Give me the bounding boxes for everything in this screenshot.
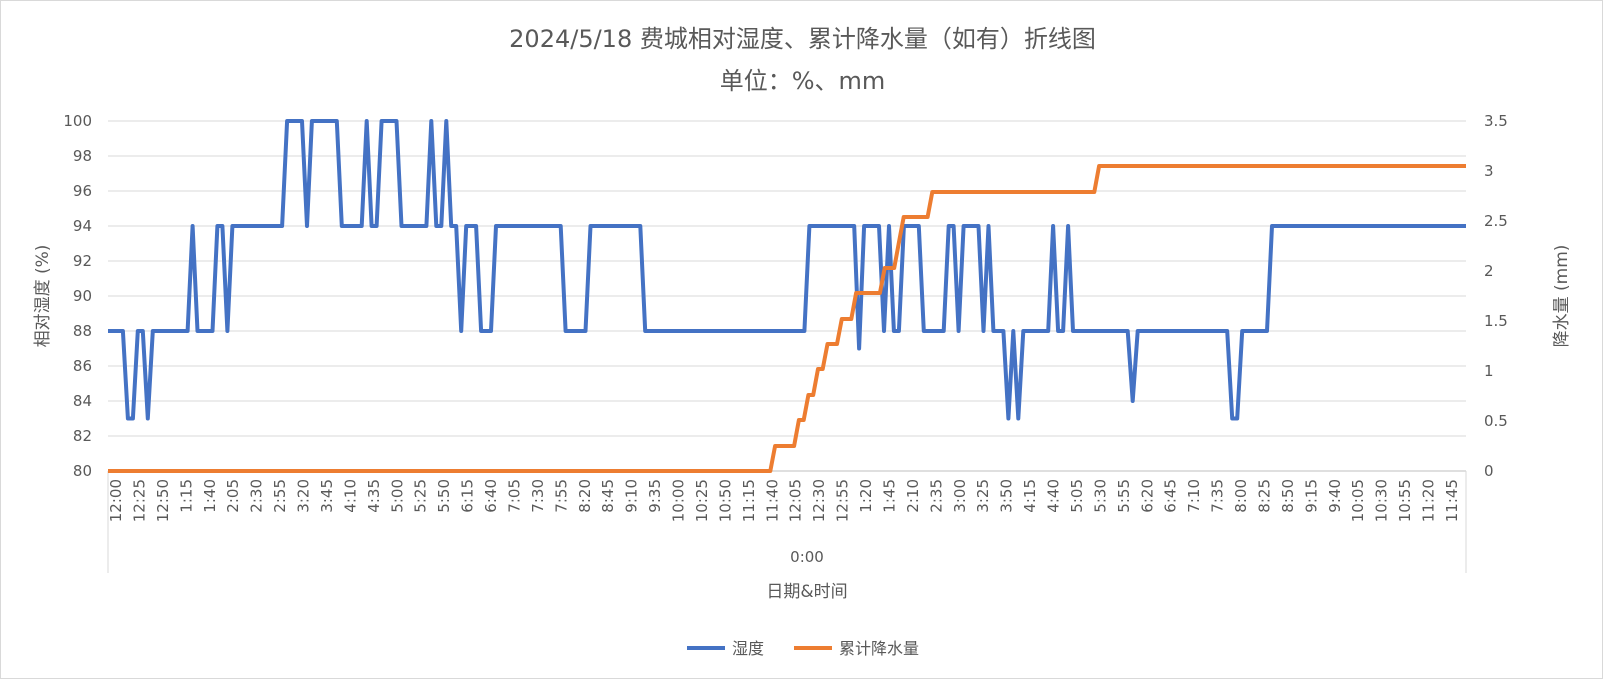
x-tick-label: 2:35 — [927, 479, 945, 513]
x-tick-label: 5:50 — [435, 479, 453, 513]
x-tick-label: 4:15 — [1021, 479, 1039, 513]
x-tick-label: 5:30 — [1091, 479, 1109, 513]
y-tick-label-left: 82 — [73, 427, 92, 445]
y-tick-label-left: 86 — [73, 357, 92, 375]
x-tick-label: 12:55 — [834, 479, 852, 522]
y-tick-label-right: 1 — [1484, 362, 1494, 380]
x-axis-title: 日期&时间 — [766, 582, 847, 602]
x-tick-label: 12:50 — [154, 479, 172, 522]
y-tick-label-right: 2.5 — [1484, 212, 1508, 230]
y-tick-label-right: 2 — [1484, 262, 1494, 280]
x-tick-label: 11:20 — [1420, 479, 1438, 522]
y-tick-label-right: 0 — [1484, 462, 1494, 480]
x-tick-label: 10:25 — [693, 479, 711, 522]
x-tick-label: 1:20 — [857, 479, 875, 513]
x-tick-label: 2:55 — [271, 479, 289, 513]
y-tick-label-left: 92 — [73, 252, 92, 270]
x-tick-label: 9:15 — [1302, 479, 1320, 513]
legend-label: 湿度 — [732, 639, 764, 658]
x-tick-label: 3:50 — [998, 479, 1016, 513]
x-tick-label: 8:20 — [576, 479, 594, 513]
y-tick-label-right: 3.5 — [1484, 112, 1508, 130]
x-tick-label: 10:05 — [1349, 479, 1367, 522]
x-tick-label: 6:40 — [482, 479, 500, 513]
x-tick-label: 11:15 — [740, 479, 758, 522]
x-tick-label: 10:55 — [1396, 479, 1414, 522]
x-tick-label: 11:40 — [763, 479, 781, 522]
x-tick-label: 12:00 — [107, 479, 125, 522]
x-tick-label: 3:00 — [951, 479, 969, 513]
y-tick-label-right: 0.5 — [1484, 412, 1508, 430]
x-tick-label: 2:05 — [224, 479, 242, 513]
y-tick-label-left: 98 — [73, 147, 92, 165]
chart-title: 2024/5/18 费城相对湿度、累计降水量（如有）折线图 — [509, 25, 1096, 53]
x-tick-label: 7:05 — [505, 479, 523, 513]
x-tick-label: 9:10 — [623, 479, 641, 513]
x-tick-label: 8:50 — [1279, 479, 1297, 513]
x-tick-label: 4:10 — [341, 479, 359, 513]
x-tick-label: 5:25 — [412, 479, 430, 513]
x-tick-label: 12:25 — [130, 479, 148, 522]
x-tick-label: 5:05 — [1068, 479, 1086, 513]
y-tick-label-left: 88 — [73, 322, 92, 340]
x-tick-label: 5:00 — [388, 479, 406, 513]
y-tick-label-left: 80 — [73, 462, 92, 480]
x-tick-label: 3:25 — [974, 479, 992, 513]
x-tick-label: 7:55 — [552, 479, 570, 513]
series-line-humidity — [108, 119, 1466, 421]
x-tick-label: 4:40 — [1045, 479, 1063, 513]
x-tick-label: 10:00 — [670, 479, 688, 522]
x-tick-label: 6:45 — [1162, 479, 1180, 513]
x-tick-label: 10:50 — [716, 479, 734, 522]
x-tick-label: 7:35 — [1209, 479, 1227, 513]
chart-subtitle: 单位：%、mm — [719, 67, 886, 95]
x-tick-label: 1:15 — [177, 479, 195, 513]
y-tick-label-right: 3 — [1484, 162, 1494, 180]
x-tick-label: 5:55 — [1115, 479, 1133, 513]
y-tick-label-right: 1.5 — [1484, 312, 1508, 330]
x-tick-label: 1:40 — [201, 479, 219, 513]
x-tick-label: 8:45 — [599, 479, 617, 513]
x-tick-label: 4:35 — [365, 479, 383, 513]
y-tick-label-left: 90 — [73, 287, 92, 305]
x-tick-label: 6:15 — [459, 479, 477, 513]
legend-label: 累计降水量 — [839, 639, 919, 658]
y-axis-title-right: 降水量 (mm) — [1552, 245, 1572, 348]
x-tick-label: 6:20 — [1138, 479, 1156, 513]
x-tick-label: 7:10 — [1185, 479, 1203, 513]
y-tick-label-left: 96 — [73, 182, 92, 200]
y-tick-label-left: 84 — [73, 392, 92, 410]
x-tick-label: 7:30 — [529, 479, 547, 513]
x-tick-label: 8:25 — [1255, 479, 1273, 513]
series-line-precipitation — [108, 164, 1466, 473]
x-tick-label: 1:45 — [880, 479, 898, 513]
x-tick-label: 10:30 — [1373, 479, 1391, 522]
y-tick-label-left: 100 — [63, 112, 92, 130]
x-tick-label: 3:45 — [318, 479, 336, 513]
x-tick-label: 8:00 — [1232, 479, 1250, 513]
x-tick-label: 9:35 — [646, 479, 664, 513]
x-tick-label: 12:05 — [787, 479, 805, 522]
x-tick-label: 12:30 — [810, 479, 828, 522]
x-tick-label: 11:45 — [1443, 479, 1461, 522]
x-tick-label: 2:10 — [904, 479, 922, 513]
y-tick-label-left: 94 — [73, 217, 92, 235]
x-tick-label: 2:30 — [248, 479, 266, 513]
x-tick-label: 3:20 — [295, 479, 313, 513]
y-axis-title-left: 相对湿度 (%) — [33, 245, 53, 348]
x-tick-label: 9:40 — [1326, 479, 1344, 513]
x-group-label: 0:00 — [790, 548, 824, 566]
